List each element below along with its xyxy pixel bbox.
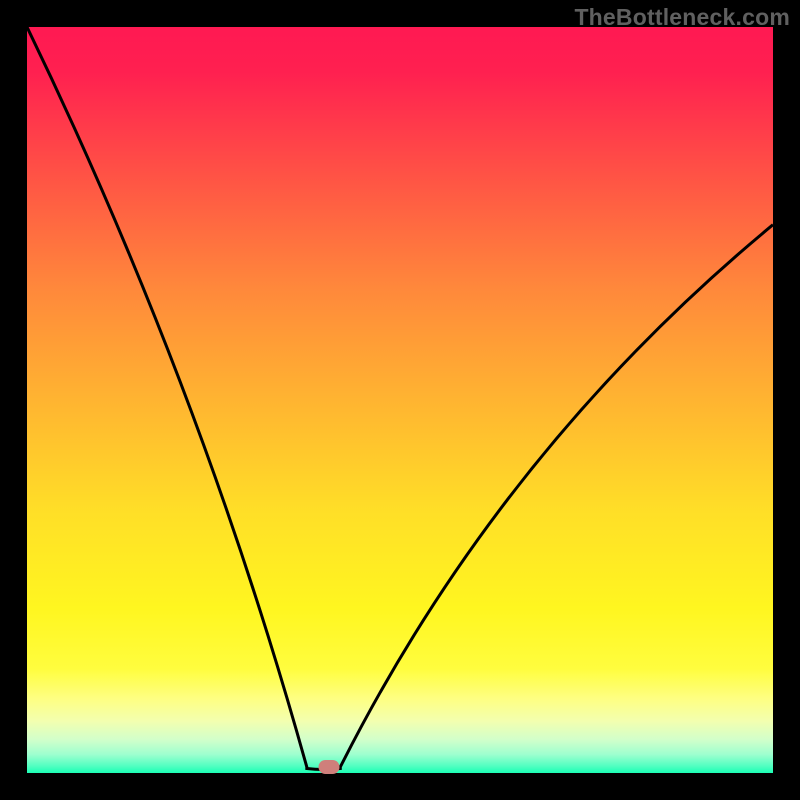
plot-area bbox=[27, 27, 773, 773]
curve-path bbox=[27, 27, 773, 770]
optimal-marker bbox=[319, 760, 340, 774]
chart-frame: TheBottleneck.com bbox=[0, 0, 800, 800]
bottleneck-curve bbox=[27, 27, 773, 773]
